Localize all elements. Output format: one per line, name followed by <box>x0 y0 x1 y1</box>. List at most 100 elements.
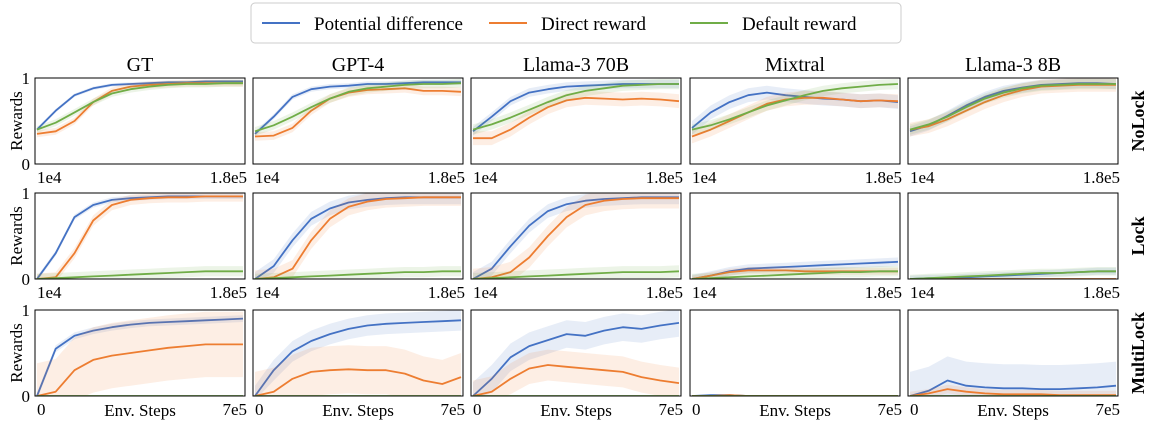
band-direct-reward <box>473 193 679 279</box>
x-tick-label-left: 1e4 <box>910 168 935 187</box>
series-line-direct-reward <box>254 87 462 138</box>
legend-label-direct: Direct reward <box>541 14 646 35</box>
legend-label-potential: Potential difference <box>314 14 463 35</box>
panel-plot-area <box>254 78 462 141</box>
panel-gpt-4-multilock: 0 7e5 Env. Steps <box>252 309 465 420</box>
panel-frame <box>34 77 246 165</box>
y-axis-label: Rewards <box>7 206 26 265</box>
band-default-reward <box>473 265 679 279</box>
x-tick-label-right: 1.8e5 <box>1083 283 1120 302</box>
series-line-direct-reward <box>36 343 243 396</box>
column-title-gpt-4: GPT-4 <box>332 54 385 76</box>
panel-plot-area <box>472 310 680 396</box>
x-tick-label-right: 1.8e5 <box>210 168 247 187</box>
column-title-mixtral: Mixtral <box>765 54 825 76</box>
x-tick-label-right: 1.8e5 <box>646 283 683 302</box>
series-line-default-reward <box>691 270 898 279</box>
panel-llama-3-8b-multilock: 0 7e5 Env. Steps <box>907 309 1120 420</box>
y-axis-label: Rewards <box>7 323 26 382</box>
x-tick-label-left: 0 <box>910 400 919 419</box>
panel-plot-area <box>254 193 461 279</box>
panel-gt-multilock: 0 7e5 Env. Steps <box>34 309 247 420</box>
x-tick-label-right: 7e5 <box>222 400 247 419</box>
series-line-potential-difference <box>472 322 680 396</box>
band-direct-reward <box>37 193 243 279</box>
series-line-potential-difference <box>36 80 243 131</box>
x-axis-label: Env. Steps <box>977 401 1049 420</box>
panel-frame <box>34 309 246 397</box>
panel-frame <box>252 192 464 280</box>
series-line-default-reward <box>36 270 243 279</box>
x-tick-label-left: 1e4 <box>910 283 935 302</box>
series-line-potential-difference <box>254 319 462 396</box>
panel-gt-nolock: 1e4 1.8e5 <box>34 77 247 187</box>
band-potential-difference <box>692 257 898 279</box>
series-line-default-reward <box>36 82 243 131</box>
panel-plot-area <box>472 78 680 146</box>
y-tick-label-top: 1 <box>22 69 31 88</box>
y-tick-label-bottom: 0 <box>22 270 31 289</box>
panel-llama-3-8b-lock: 1e4 1.8e5 <box>907 192 1120 302</box>
x-tick-label-left: 1e4 <box>255 168 280 187</box>
panel-frame <box>470 77 682 165</box>
series-line-potential-difference <box>254 81 461 135</box>
band-potential-difference <box>255 310 461 396</box>
band-potential-difference <box>473 79 679 136</box>
x-tick-label-right: 7e5 <box>658 400 683 419</box>
panel-llama-3-70b-nolock: 1e4 1.8e5 <box>470 77 683 187</box>
panel-frame <box>689 309 901 397</box>
y-axis-label: Rewards <box>7 91 26 150</box>
panel-gpt-4-nolock: 1e4 1.8e5 <box>252 77 465 187</box>
column-title-llama-3-70b: Llama-3 70B <box>523 54 629 76</box>
x-tick-label-right: 7e5 <box>1095 400 1120 419</box>
x-axis-label: Env. Steps <box>322 401 394 420</box>
x-tick-label-right: 1.8e5 <box>646 168 683 187</box>
series-line-direct-reward <box>473 96 680 140</box>
panel-frame <box>689 192 901 280</box>
x-tick-label-left: 1e4 <box>692 283 717 302</box>
panel-frame <box>907 309 1119 397</box>
panel-plot-area <box>36 311 244 396</box>
x-tick-label-left: 1e4 <box>37 168 62 187</box>
row-label-nolock: NoLock <box>1128 90 1148 151</box>
column-title-gt: GT <box>127 54 154 76</box>
panel-frame <box>34 192 246 280</box>
panel-llama-3-70b-lock: 1e4 1.8e5 <box>470 192 683 302</box>
x-tick-label-left: 0 <box>37 400 46 419</box>
row-label-multilock: MultiLock <box>1128 312 1148 394</box>
panel-plot-area <box>36 193 243 279</box>
x-tick-label-right: 7e5 <box>877 400 902 419</box>
band-direct-reward <box>37 311 243 396</box>
panel-mixtral-lock: 1e4 1.8e5 <box>689 192 902 302</box>
x-tick-label-left: 1e4 <box>473 283 498 302</box>
band-potential-difference <box>692 85 898 135</box>
x-tick-label-left: 0 <box>255 400 264 419</box>
x-tick-label-left: 1e4 <box>473 168 498 187</box>
x-axis-label: Env. Steps <box>104 401 176 420</box>
x-tick-label-left: 0 <box>473 400 482 419</box>
band-direct-reward <box>37 79 243 138</box>
band-direct-reward <box>473 90 679 146</box>
x-tick-label-right: 7e5 <box>440 400 465 419</box>
x-tick-label-left: 1e4 <box>37 283 62 302</box>
band-direct-reward <box>255 193 461 279</box>
panel-frame <box>470 192 682 280</box>
panel-frame <box>252 309 464 397</box>
series-line-default-reward <box>254 82 462 133</box>
panel-plot-area <box>909 267 1116 279</box>
panel-gt-lock: 1e4 1.8e5 <box>34 192 247 302</box>
x-axis-label: Env. Steps <box>759 401 831 420</box>
row-label-lock: Lock <box>1128 216 1148 255</box>
panel-plot-area <box>909 356 1117 396</box>
x-tick-label-right: 1.8e5 <box>865 168 902 187</box>
series-line-default-reward <box>691 83 899 131</box>
series-line-direct-reward <box>254 368 462 396</box>
band-default-reward <box>692 78 898 135</box>
panel-frame <box>907 77 1119 165</box>
y-tick-label-top: 1 <box>22 184 31 203</box>
panel-plot-area <box>254 310 462 396</box>
panel-frame <box>907 192 1119 280</box>
band-default-reward <box>37 79 243 133</box>
panel-frame <box>470 309 682 397</box>
